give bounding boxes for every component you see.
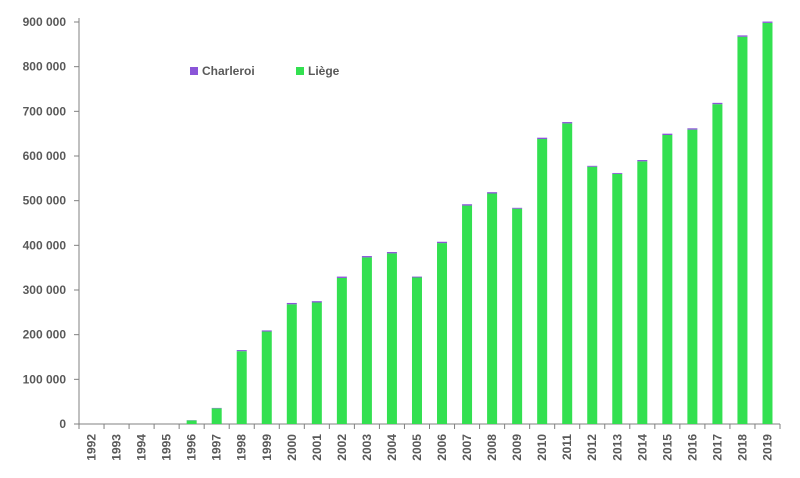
x-tick-label: 2014	[635, 434, 649, 461]
x-tick-label: 1997	[210, 434, 224, 461]
bar-lige-2008	[487, 193, 498, 424]
x-tick-label: 1993	[110, 434, 124, 461]
bar-lige-2001	[311, 302, 322, 424]
bar-charleroi-1998	[236, 350, 247, 352]
x-tick-label: 2012	[585, 434, 599, 461]
bar-lige-2006	[437, 243, 448, 424]
bar-charleroi-2019	[762, 21, 773, 23]
y-tick-label: 200 000	[23, 328, 67, 342]
bar-lige-1999	[261, 331, 272, 424]
bar-lige-2005	[411, 277, 422, 424]
x-tick-label: 1999	[260, 434, 274, 461]
legend-label: Charleroi	[202, 64, 255, 78]
y-tick-label: 700 000	[23, 104, 67, 118]
x-tick-label: 2018	[735, 434, 749, 461]
bar-lige-2017	[712, 104, 723, 424]
y-tick-label: 800 000	[23, 60, 67, 74]
y-axis: 0 100 000 200 000 300 000 400 000 500 000 600 …	[23, 15, 80, 431]
x-tick-label: 2000	[285, 434, 299, 461]
legend: Charleroi Liège	[190, 64, 340, 78]
x-tick-label: 2005	[410, 434, 424, 461]
x-tick-label: 1994	[135, 434, 149, 461]
bar-charleroi-2002	[336, 276, 347, 278]
x-tick-label: 2007	[460, 434, 474, 461]
legend-label: Liège	[308, 64, 340, 78]
x-tick-label: 2019	[760, 434, 774, 461]
bar-charleroi-2018	[737, 35, 748, 37]
x-tick-label: 2003	[360, 434, 374, 461]
x-axis: 1992 1993 1994 1995 1996 1997 1998 1999 2000 2001…	[78, 423, 781, 461]
bar-lige-2000	[286, 304, 297, 424]
bars	[186, 21, 773, 425]
bar-charleroi-2007	[462, 204, 473, 206]
legend-swatch	[296, 67, 304, 75]
bar-lige-2009	[512, 208, 523, 424]
bar-charleroi-2015	[662, 133, 673, 136]
x-tick-label: 2009	[510, 434, 524, 461]
bar-charleroi-1999	[261, 330, 272, 332]
y-tick-label: 900 000	[23, 15, 67, 29]
x-tick-label: 2008	[485, 434, 499, 461]
bar-charleroi-2017	[712, 102, 723, 105]
bar-charleroi-2012	[587, 165, 598, 167]
bar-charleroi-2000	[286, 302, 297, 305]
bar-charleroi-2011	[562, 122, 573, 124]
bar-lige-1997	[211, 408, 222, 424]
bar-charleroi-2001	[311, 301, 322, 303]
bar-lige-2012	[587, 166, 598, 424]
bar-lige-2004	[386, 253, 397, 424]
x-tick-label: 2001	[310, 434, 324, 461]
legend-swatch	[190, 67, 198, 75]
bar-lige-2002	[336, 277, 347, 424]
bar-charleroi-2004	[386, 252, 397, 254]
bar-charleroi-2008	[487, 192, 498, 194]
bar-charleroi-2010	[537, 137, 548, 140]
y-tick-label: 400 000	[23, 238, 67, 252]
bar-lige-1996	[186, 420, 197, 424]
x-tick-label: 1995	[160, 434, 174, 461]
bar-lige-2007	[462, 205, 473, 424]
y-tick-label: 600 000	[23, 149, 67, 163]
bar-lige-2011	[562, 123, 573, 424]
bar-lige-1998	[236, 351, 247, 424]
bar-lige-2010	[537, 139, 548, 424]
y-tick-label: 0	[59, 417, 66, 431]
x-tick-label: 1998	[235, 434, 249, 461]
bar-charleroi-2009	[512, 207, 523, 209]
y-tick-label: 100 000	[23, 372, 67, 386]
bar-lige-2016	[687, 129, 698, 424]
bar-charleroi-2016	[687, 128, 698, 130]
bar-lige-2019	[762, 22, 773, 424]
y-tick-label: 500 000	[23, 194, 67, 208]
x-tick-label: 1992	[85, 434, 99, 461]
x-tick-label: 2002	[335, 434, 349, 461]
bar-charleroi-2013	[612, 172, 623, 174]
x-tick-label: 2010	[535, 434, 549, 461]
bar-lige-2003	[361, 257, 372, 424]
x-tick-label: 2004	[385, 434, 399, 461]
x-tick-label: 2016	[685, 434, 699, 461]
bar-lige-2014	[637, 161, 648, 425]
x-tick-label: 2017	[710, 434, 724, 461]
bar-charleroi-2003	[361, 256, 372, 258]
x-tick-label: 2006	[435, 434, 449, 461]
bar-charleroi-2005	[411, 276, 422, 278]
x-tick-label: 1996	[185, 434, 199, 461]
bar-charleroi-2014	[637, 160, 648, 162]
bar-lige-2018	[737, 36, 748, 425]
x-tick-label: 2013	[610, 434, 624, 461]
bar-lige-2013	[612, 173, 623, 424]
x-tick-label: 2015	[660, 434, 674, 461]
y-tick-label: 300 000	[23, 283, 67, 297]
bar-lige-2015	[662, 135, 673, 425]
x-tick-label: 2011	[560, 434, 574, 460]
bar-charleroi-2006	[437, 241, 448, 244]
